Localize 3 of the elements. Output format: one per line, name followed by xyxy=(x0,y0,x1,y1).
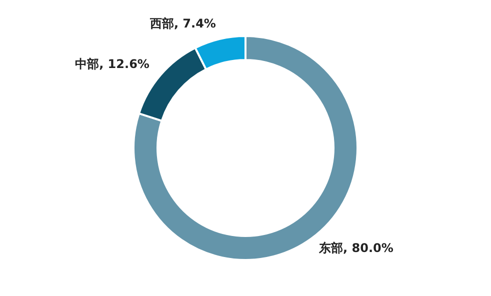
slice-label: 东部, 80.0% xyxy=(318,240,394,255)
slice-label: 西部, 7.4% xyxy=(148,16,216,30)
slice-label: 中部, 12.6% xyxy=(75,56,150,71)
